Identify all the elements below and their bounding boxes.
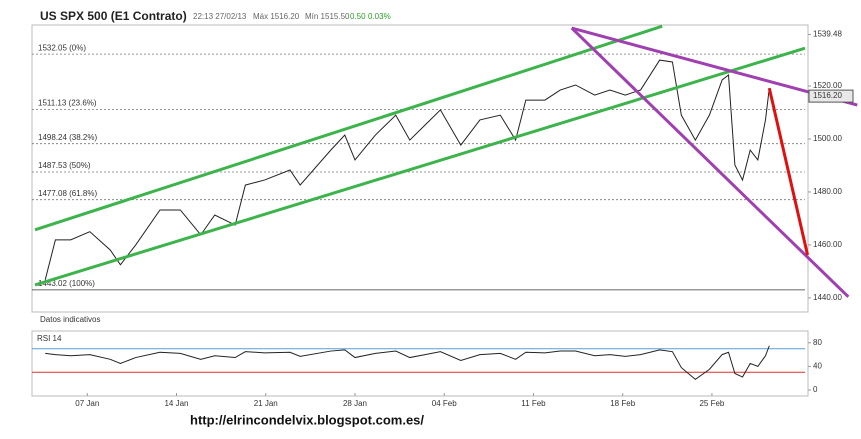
rsi-title: RSI 14 [37,334,62,343]
low: Mín 1515.50 [305,12,350,21]
x-tick-label: 21 Jan [254,399,278,408]
x-tick-label: 28 Jan [343,399,367,408]
note: Datos indicativos [40,315,100,324]
trendline [570,26,850,298]
y-tick-label: 1480.00 [813,187,842,196]
x-tick-label: 14 Jan [164,399,188,408]
fib-label: 1487.53 (50%) [38,161,91,170]
time: 22:13 27/02/13 [193,12,247,21]
y-tick-label: 1500.00 [813,134,842,143]
x-tick-label: 18 Feb [610,399,635,408]
price-line [45,345,770,381]
y-tick-label: 1440.00 [813,293,842,302]
trendline [34,24,663,232]
fib-label: 1511.13 (23.6%) [38,99,97,108]
change-pct: 0.03% [368,12,391,21]
fib-label: 1443.02 (100%) [38,279,95,288]
fib-label: 1477.08 (61.8%) [38,189,97,198]
last-price-label: 1516.20 [813,91,842,100]
y-tick-label: 40 [813,362,822,371]
y-tick-label: 1460.00 [813,240,842,249]
last-price-box [808,89,854,103]
y-tick-label: 0 [813,385,818,394]
high: Máx 1516.20 [253,12,300,21]
y-tick-label: 80 [813,338,822,347]
trendline [34,46,806,287]
fib-label: 1498.24 (38.2%) [38,133,97,142]
change: 0.50 [350,12,366,21]
y-tick-label: 1520.00 [813,81,842,90]
trendline [767,87,810,256]
chart-title: US SPX 500 (E1 Contrato) [40,9,187,23]
price-line [44,59,770,280]
y-tick-label: 1539.48 [813,30,842,39]
rsi-panel [31,330,809,397]
x-tick-label: 04 Feb [432,399,457,408]
x-tick-label: 11 Feb [521,399,546,408]
x-tick-label: 25 Feb [699,399,724,408]
x-tick-label: 07 Jan [75,399,99,408]
fib-label: 1532.05 (0%) [38,43,86,52]
price-panel [31,24,809,313]
footer-url: http://elrincondelvix.blogspot.com.es/ [190,412,424,427]
